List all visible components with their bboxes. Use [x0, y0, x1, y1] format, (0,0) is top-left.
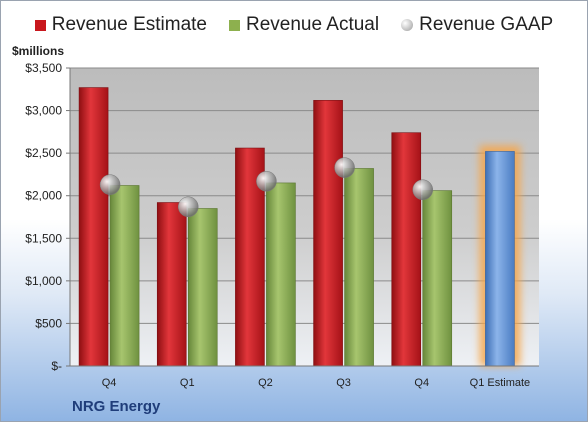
y-axis: $- $500 $1,000 $1,500 $2,000 $2,500 $3,000 $3,5…: [25, 61, 71, 373]
bar-revenue-estimate: [391, 132, 422, 367]
x-tick-label: Q2: [258, 377, 273, 389]
chart-legend: Revenue Estimate Revenue Actual Revenue …: [0, 14, 588, 36]
bar-revenue-estimate: [156, 202, 187, 367]
bar-revenue-estimate: [313, 100, 343, 367]
y-tick-label: $1,500: [25, 231, 62, 245]
gaap-marker: [412, 179, 433, 201]
y-tick-label: $1,000: [25, 274, 62, 288]
x-axis: Q4 Q1 Q2 Q3 Q4 Q1 Estimate: [70, 365, 539, 389]
y-tick-label: $3,000: [25, 104, 62, 118]
legend-label-actual: Revenue Actual: [246, 14, 380, 35]
bar-revenue-estimate: [78, 87, 109, 367]
gaap-marker: [334, 157, 355, 178]
x-tick-label: Q3: [336, 377, 351, 389]
legend-label-estimate: Revenue Estimate: [51, 14, 207, 35]
x-tick-label: Q4: [102, 377, 117, 389]
company-name: NRG Energy: [72, 398, 161, 415]
legend-item-estimate: Revenue Estimate: [34, 14, 207, 36]
bars: [78, 87, 521, 367]
legend-label-gaap: Revenue GAAP: [419, 14, 554, 35]
plot-area-background: [70, 68, 539, 366]
legend-swatch-actual: [229, 19, 240, 31]
bar-revenue-actual: [109, 185, 140, 367]
legend-item-gaap: Revenue GAAP: [401, 14, 553, 36]
bar-revenue-actual: [422, 190, 453, 367]
y-tick-label: $-: [51, 359, 62, 373]
y-tick-label: $3,500: [25, 61, 62, 75]
gaap-marker: [99, 174, 121, 195]
bar-revenue-actual: [266, 182, 296, 367]
legend-item-actual: Revenue Actual: [229, 14, 379, 36]
y-tick-label: $2,500: [25, 146, 62, 160]
y-axis-unit-label: $millions: [12, 44, 65, 58]
bar-revenue-actual: [187, 208, 218, 367]
x-tick-label: Q1: [180, 377, 195, 389]
y-tick-label: $500: [35, 316, 62, 330]
gaap-marker: [178, 196, 199, 218]
gaap-markers: [99, 157, 433, 218]
bar-revenue-actual: [344, 168, 374, 367]
x-tick-label: Q4: [414, 377, 429, 389]
gaap-marker: [256, 170, 277, 192]
y-tick-label: $2,000: [25, 189, 62, 203]
legend-swatch-gaap: [401, 19, 414, 31]
bar-next-estimate: [485, 151, 515, 367]
legend-swatch-estimate: [34, 19, 46, 31]
x-tick-label: Q1 Estimate: [470, 377, 531, 389]
